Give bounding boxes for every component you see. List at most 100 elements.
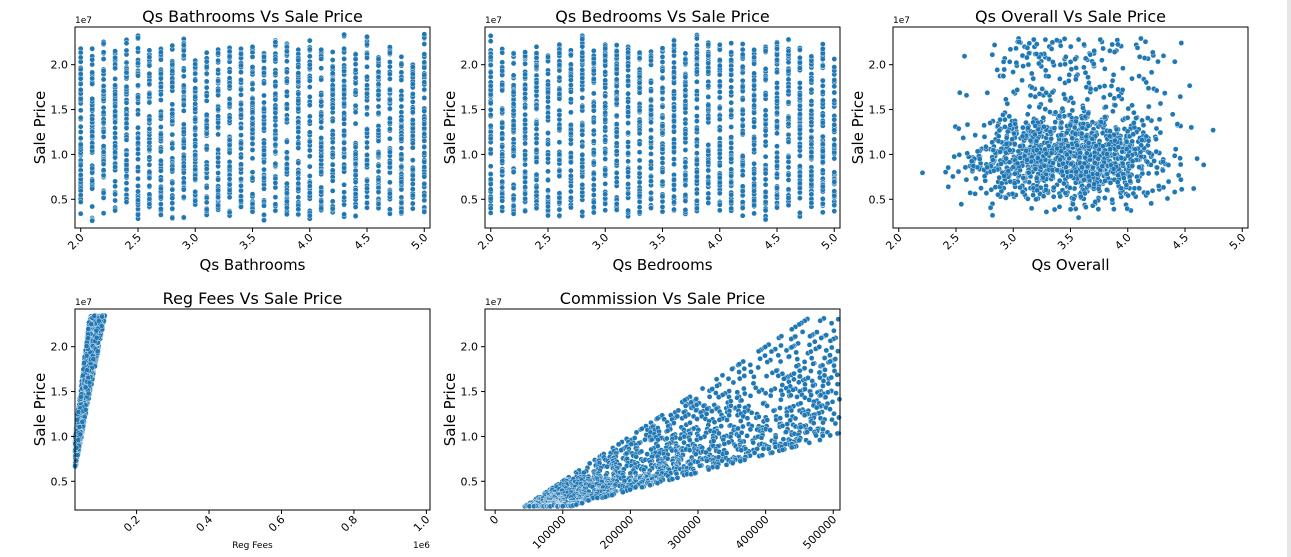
data-point xyxy=(533,205,540,211)
data-point xyxy=(808,119,815,125)
data-point xyxy=(728,84,735,91)
data-point xyxy=(671,156,677,162)
data-point xyxy=(352,56,359,63)
data-point xyxy=(203,64,210,70)
data-point xyxy=(1026,103,1033,110)
data-point xyxy=(89,69,95,76)
data-point xyxy=(613,70,620,77)
data-point xyxy=(352,213,359,219)
y-offset-label: 1e7 xyxy=(485,16,502,26)
data-point xyxy=(295,206,302,212)
data-point xyxy=(659,123,666,129)
data-point xyxy=(808,98,815,104)
data-point xyxy=(123,180,130,186)
data-point xyxy=(421,41,428,47)
data-point xyxy=(785,114,792,121)
data-point xyxy=(591,159,597,166)
data-point xyxy=(785,177,792,183)
data-point xyxy=(820,46,826,52)
data-point xyxy=(728,57,735,63)
data-point xyxy=(808,86,815,93)
data-point xyxy=(295,106,302,112)
data-point xyxy=(1010,69,1016,75)
data-point xyxy=(728,89,735,95)
x-tick-label: 3.5 xyxy=(647,231,669,253)
data-point xyxy=(169,61,176,68)
data-point xyxy=(728,72,735,78)
data-point xyxy=(556,112,563,118)
data-point xyxy=(318,135,325,141)
data-point xyxy=(295,97,302,104)
data-point xyxy=(739,123,746,129)
data-point xyxy=(89,165,95,172)
data-point xyxy=(1120,65,1126,71)
data-point xyxy=(659,146,666,152)
data-point xyxy=(375,92,382,98)
data-point xyxy=(694,96,700,103)
data-point xyxy=(522,152,528,158)
data-point xyxy=(89,116,95,122)
data-point xyxy=(77,81,84,87)
data-point xyxy=(272,70,279,76)
data-point xyxy=(751,182,757,189)
data-point xyxy=(636,85,643,91)
data-point xyxy=(364,74,370,80)
data-point xyxy=(272,194,279,200)
data-point xyxy=(682,192,689,198)
data-point xyxy=(705,159,712,166)
data-point xyxy=(705,94,712,100)
data-point xyxy=(613,66,620,72)
data-point xyxy=(510,82,517,88)
data-point xyxy=(797,80,803,86)
data-point xyxy=(192,125,198,131)
data-point xyxy=(203,206,210,213)
data-point xyxy=(717,71,723,78)
data-point xyxy=(728,66,735,73)
data-point xyxy=(820,183,826,190)
data-point xyxy=(785,172,792,178)
data-point xyxy=(648,134,654,141)
data-point xyxy=(797,143,803,150)
data-point xyxy=(951,153,958,160)
data-point xyxy=(112,178,118,185)
data-point xyxy=(648,88,654,94)
data-point xyxy=(352,179,359,185)
data-point xyxy=(831,83,838,90)
y-tick-label: 1.5 xyxy=(51,104,69,117)
data-point xyxy=(261,99,267,106)
data-point xyxy=(100,195,107,201)
chart-panel-3 xyxy=(889,26,1249,232)
data-point xyxy=(318,124,325,131)
data-point xyxy=(100,210,107,216)
data-point xyxy=(625,109,631,115)
data-point xyxy=(169,68,176,74)
data-point xyxy=(499,197,506,204)
data-point xyxy=(751,102,757,109)
y-tick-label: 2.0 xyxy=(461,59,479,72)
data-point xyxy=(499,151,506,158)
data-point xyxy=(591,209,597,216)
data-point xyxy=(375,81,382,87)
data-point xyxy=(112,54,118,61)
data-point xyxy=(545,168,551,175)
data-point xyxy=(146,54,153,61)
data-point xyxy=(169,101,176,108)
data-point xyxy=(192,188,198,195)
data-point xyxy=(306,53,313,60)
data-point xyxy=(682,198,689,204)
data-point xyxy=(533,159,540,165)
data-point xyxy=(421,137,428,144)
data-point xyxy=(602,84,609,91)
data-point xyxy=(591,170,597,177)
data-point xyxy=(613,170,620,176)
data-point xyxy=(808,77,815,84)
data-point xyxy=(146,196,153,202)
data-point xyxy=(364,193,370,200)
data-point xyxy=(123,199,130,205)
data-point xyxy=(762,121,769,128)
data-point xyxy=(728,198,735,205)
data-point xyxy=(717,150,723,157)
data-point xyxy=(398,156,405,163)
data-point xyxy=(203,58,210,65)
data-point xyxy=(215,187,221,194)
